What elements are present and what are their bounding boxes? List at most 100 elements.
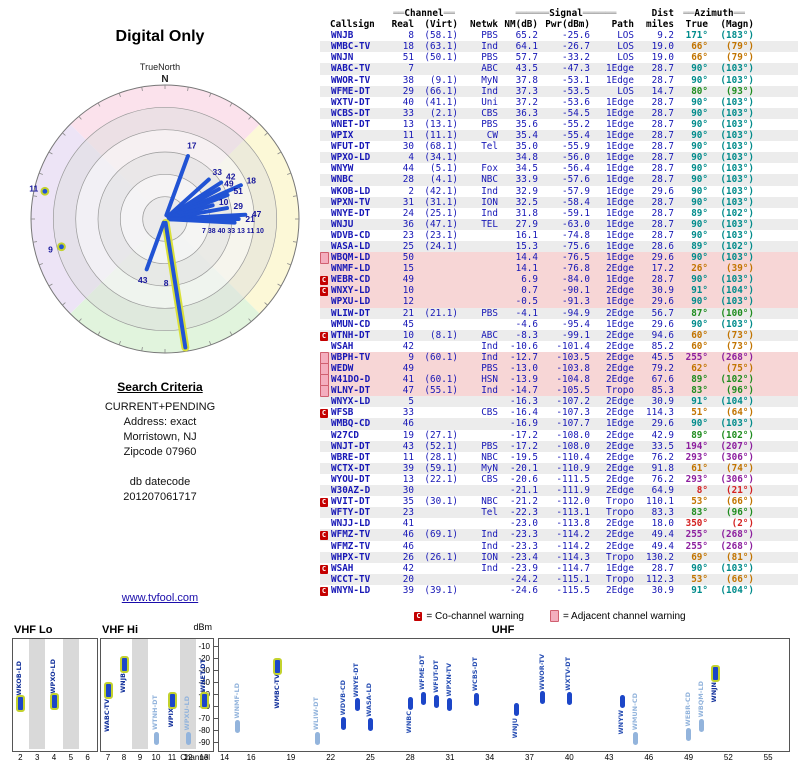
cell: 83° (691, 507, 708, 519)
signal-bar-label: WPXN-TV (444, 662, 453, 697)
cell: -20.1 (510, 462, 538, 474)
tvfool-link[interactable]: www.tvfool.com (121, 592, 199, 604)
cell (414, 341, 458, 352)
signal-bar-label: WASA-LD (365, 682, 374, 717)
cell: WNJT-DT (331, 440, 371, 452)
warning-cell (320, 241, 330, 252)
cell: 61° (691, 462, 708, 474)
cell: HSN (481, 374, 498, 386)
warning-cell (320, 296, 330, 307)
cell: 29.6 (651, 296, 674, 308)
cell: 14.7 (651, 85, 674, 97)
co-channel-warning-icon: C (320, 531, 328, 541)
page-title: Digital Only (115, 28, 205, 45)
cell (458, 574, 498, 585)
svg-text:21: 21 (245, 214, 255, 224)
cell: 60° (691, 340, 708, 352)
cell: -107.3 (556, 407, 590, 419)
channel-tick-label: 4 (51, 753, 57, 762)
cell: WFMZ-TV (331, 529, 371, 541)
cell: 35.4 (515, 130, 538, 142)
cell (414, 263, 458, 274)
cell: Tropo (606, 385, 634, 397)
cell: Tel (481, 507, 498, 519)
cell: 30.9 (651, 396, 674, 408)
cell: 1Edge (606, 141, 634, 153)
cell: (96°) (726, 507, 754, 519)
cell: Tropo (606, 551, 634, 563)
signal-bar-label: WBQM-LD (696, 681, 705, 718)
signal-bar (699, 719, 705, 733)
cell: 69° (691, 551, 708, 563)
cell: 6.9 (521, 274, 538, 286)
cell: 2Edge (606, 473, 634, 485)
cell: 85.2 (651, 340, 674, 352)
cell: 90° (691, 318, 708, 330)
co-channel-warning-icon: C (320, 586, 328, 596)
warning-cell (320, 430, 330, 441)
cell: WBRE-DT (331, 451, 371, 463)
signal-bar (367, 718, 373, 732)
table-row: WNMF-LD 15 14.1 -76.8 2Edge 17.2 26° (39°) (320, 263, 798, 275)
table-row: WCTX-DT 39 (59.1) MyN -20.1 -110.9 2Edge 91.8 61… (320, 462, 798, 474)
cell: 2Edge (606, 307, 634, 319)
signal-bar-label: WFUT-DT (431, 660, 440, 694)
cell: PBS (481, 30, 498, 42)
cell (458, 241, 498, 252)
cell: 30 (402, 485, 414, 497)
cell: 19.0 (651, 52, 674, 64)
cell: (103°) (720, 130, 754, 142)
cell: 23 (402, 229, 414, 241)
cell: 28.7 (651, 196, 674, 208)
co-channel-warning-icon: C (320, 409, 328, 419)
cell: (39.1) (424, 584, 458, 596)
signal-bar-label: WDVB-CD (338, 680, 347, 716)
cell: 28.7 (651, 130, 674, 142)
cell: 20 (402, 573, 414, 585)
cell: 2Edge (606, 451, 634, 463)
table-row: WNBC 28 (4.1) NBC 33.9 -57.6 1Edge 28.7 90° (103°… (320, 174, 798, 186)
cell: -13.9 (510, 374, 538, 386)
cell: -57.9 (562, 185, 590, 197)
cell: 28.7 (651, 107, 674, 119)
cell: 90° (691, 96, 708, 108)
cell: 47 (402, 385, 414, 397)
cell: -22.3 (510, 507, 538, 519)
cell: 2Edge (606, 263, 634, 275)
cell: (59.1) (424, 462, 458, 474)
cell: WPXN-TV (331, 196, 371, 208)
cell (458, 585, 498, 596)
signal-bar (540, 691, 546, 705)
warning-cell (320, 108, 330, 119)
cell (458, 518, 498, 529)
cell: 89° (691, 207, 708, 219)
cell: 90° (691, 185, 708, 197)
cell: 56.7 (651, 307, 674, 319)
cell: (103°) (720, 163, 754, 175)
cell: 2Edge (606, 407, 634, 419)
cell: 293° (685, 451, 708, 463)
cell: -53.5 (562, 85, 590, 97)
warning-cell (320, 86, 330, 97)
cell: 34.8 (515, 152, 538, 164)
cell: WCBS-DT (331, 107, 371, 119)
cell: 90° (691, 63, 708, 75)
cell: 76.2 (651, 451, 674, 463)
cell: Tel (481, 141, 498, 153)
cell: (104°) (720, 584, 754, 596)
warning-cell (320, 308, 330, 319)
signal-bar (273, 657, 283, 675)
cell: (306°) (720, 473, 754, 485)
cell: 18 (402, 41, 414, 53)
cell: CW (486, 130, 498, 142)
cell: (31.1) (424, 196, 458, 208)
cell: 1Edge (606, 196, 634, 208)
cell: 28.6 (651, 240, 674, 252)
cell: 25 (402, 240, 414, 252)
cell: 13 (402, 118, 414, 130)
table-row: C WEBR-CD 49 6.9 -84.0 1Edge 28.7 90° (103°) (320, 274, 798, 286)
true-north-label: TrueNorth (139, 62, 181, 72)
signal-bar-label: WKOB-LD (15, 660, 24, 696)
cell (458, 274, 498, 285)
cell: 1Edge (606, 229, 634, 241)
